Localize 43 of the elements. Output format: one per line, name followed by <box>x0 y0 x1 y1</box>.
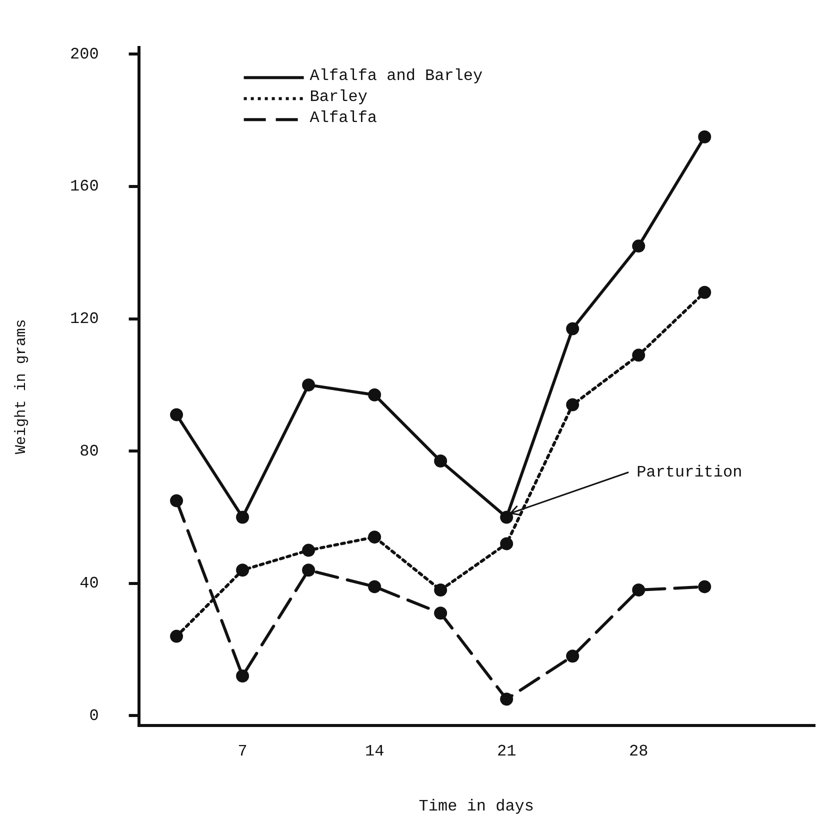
point <box>434 584 448 596</box>
point <box>698 130 712 144</box>
y-tick-label: 0 <box>89 706 99 725</box>
point <box>566 322 580 336</box>
point <box>368 580 382 594</box>
y-axis-title: Weight in grams <box>12 319 30 454</box>
y-tick-label: 120 <box>70 310 99 328</box>
y-tick-label: 200 <box>70 45 99 64</box>
point <box>170 630 184 643</box>
point <box>236 510 250 524</box>
point <box>500 692 514 706</box>
point <box>566 398 580 412</box>
point <box>302 544 316 557</box>
x-axis-title: Time in days <box>418 798 534 816</box>
point <box>632 348 646 362</box>
legend-label: Barley <box>310 88 368 106</box>
point <box>566 650 580 663</box>
legend-label: Alfalfa and Barley <box>310 66 484 85</box>
point <box>434 454 448 468</box>
point <box>368 530 382 544</box>
y-tick-label: 80 <box>80 442 99 460</box>
point <box>500 510 514 524</box>
x-tick-label: 14 <box>364 742 384 760</box>
point <box>170 494 184 508</box>
point <box>302 564 316 577</box>
x-tick-label: 7 <box>238 742 248 760</box>
legend-label: Alfalfa <box>310 108 378 127</box>
x-tick-label: 28 <box>629 742 648 760</box>
point <box>302 378 316 392</box>
point <box>500 537 514 550</box>
point <box>170 408 184 422</box>
point <box>632 240 646 253</box>
y-tick-label: 160 <box>70 178 99 196</box>
y-tick-label: 40 <box>80 574 99 593</box>
point <box>698 286 712 299</box>
x-tick-label: 21 <box>496 742 516 760</box>
annotation: Parturition <box>636 463 742 482</box>
point <box>368 388 382 402</box>
point <box>632 584 646 596</box>
point <box>236 669 250 682</box>
point <box>698 580 712 594</box>
point <box>236 564 250 577</box>
point <box>434 606 448 620</box>
